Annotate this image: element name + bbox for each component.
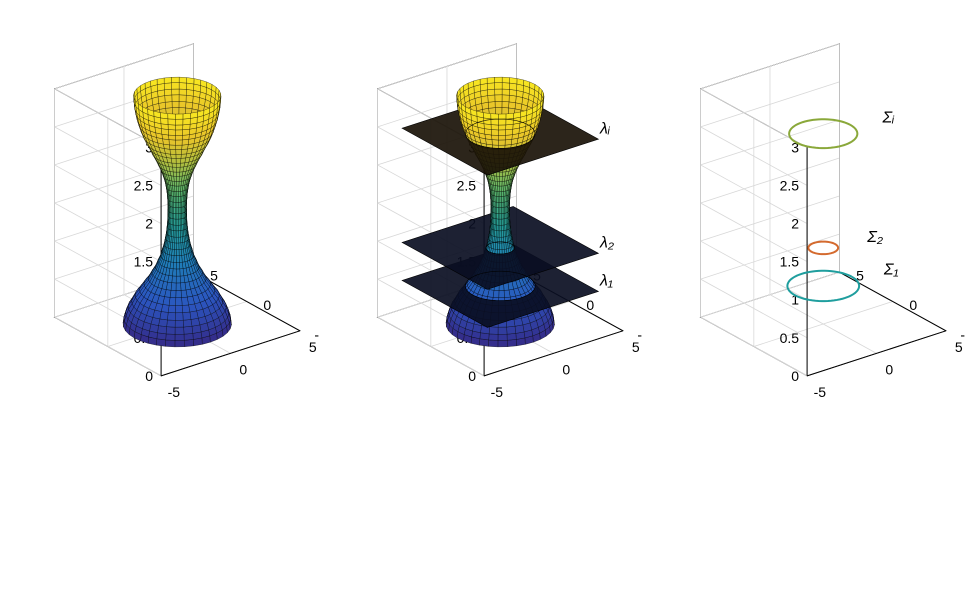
svg-text:0: 0 bbox=[909, 297, 917, 313]
svg-text:0: 0 bbox=[562, 361, 570, 377]
svg-text:-5: -5 bbox=[491, 383, 504, 399]
svg-text:0: 0 bbox=[885, 361, 893, 377]
svg-text:-5: -5 bbox=[314, 326, 319, 342]
svg-text:2.5: 2.5 bbox=[780, 177, 800, 193]
svg-text:0: 0 bbox=[263, 297, 271, 313]
svg-text:0: 0 bbox=[586, 297, 594, 313]
panel-1: 00.511.522.53-505-505 bbox=[4, 16, 319, 576]
figure: 00.511.522.53-505-505 00.511.522.53-505-… bbox=[0, 0, 969, 591]
svg-text:0: 0 bbox=[239, 361, 247, 377]
svg-text:2.5: 2.5 bbox=[134, 177, 154, 193]
svg-text:1.5: 1.5 bbox=[780, 253, 800, 269]
contour-label-sigma2: Σ₂ bbox=[866, 228, 883, 245]
plane-label-lambda2: λ₂ bbox=[599, 234, 614, 251]
contour-label-sigmai: Σᵢ bbox=[882, 109, 896, 126]
svg-text:2.5: 2.5 bbox=[457, 177, 477, 193]
svg-text:-5: -5 bbox=[960, 326, 965, 342]
contour-label-sigma1: Σ₁ bbox=[883, 261, 899, 278]
svg-text:2: 2 bbox=[791, 215, 799, 231]
svg-text:-5: -5 bbox=[814, 383, 827, 399]
plane-label-lambda1: λ₁ bbox=[599, 272, 613, 289]
svg-text:-5: -5 bbox=[637, 326, 642, 342]
svg-text:0: 0 bbox=[791, 367, 799, 383]
svg-text:0.5: 0.5 bbox=[780, 329, 800, 345]
svg-text:1.5: 1.5 bbox=[134, 253, 154, 269]
plane-labels: λ₁ λ₂ λᵢ bbox=[599, 120, 614, 289]
svg-text:0: 0 bbox=[468, 367, 476, 383]
plane-label-lambdai: λᵢ bbox=[599, 120, 611, 137]
svg-text:-5: -5 bbox=[168, 383, 181, 399]
panel-2: 00.511.522.53-505-505λ₁λ₂λᵢ bbox=[327, 16, 642, 576]
svg-text:2: 2 bbox=[145, 215, 153, 231]
panel-3: 00.511.522.53-505-505Σ₁Σ₂Σᵢ bbox=[650, 16, 965, 576]
svg-text:0: 0 bbox=[145, 367, 153, 383]
svg-text:5: 5 bbox=[210, 267, 218, 283]
